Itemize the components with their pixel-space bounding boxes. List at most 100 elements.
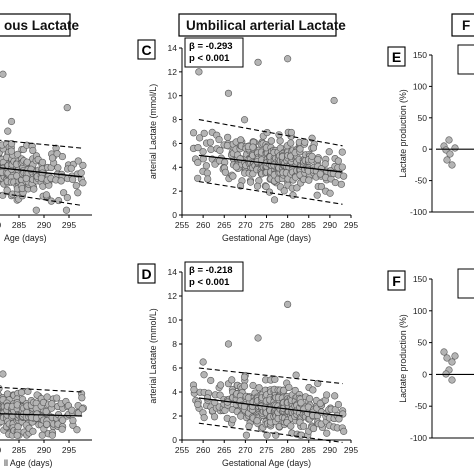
data-point	[249, 143, 257, 151]
panel-F: -100 -50 0 50 100 150 Lactate production (%) F	[387, 268, 474, 443]
data-point	[3, 186, 11, 194]
x-axis-label: Gestational Age (days)	[222, 233, 311, 243]
stats-line: p < 0.001	[189, 53, 230, 64]
data-point	[270, 196, 279, 204]
data-point	[308, 152, 316, 160]
data-point	[32, 206, 40, 214]
data-point	[73, 426, 81, 434]
data-point	[216, 146, 224, 155]
y-tick-label: 8	[172, 115, 177, 125]
data-point	[301, 138, 309, 146]
header-left-text: ous Lactate	[4, 18, 80, 33]
y-tick-label: 150	[413, 274, 427, 284]
y-tick-label: 2	[172, 411, 177, 421]
data-point	[72, 182, 80, 190]
panel-letter-text: C	[141, 42, 151, 58]
data-point	[240, 382, 249, 390]
data-point	[48, 400, 56, 408]
data-point	[299, 422, 308, 430]
y-tick-label: 50	[418, 113, 428, 123]
data-point	[78, 405, 86, 413]
data-point	[287, 422, 295, 430]
data-point	[309, 424, 318, 433]
data-point	[267, 137, 275, 145]
x-tick-label: 290	[323, 445, 337, 455]
data-point	[207, 376, 215, 385]
data-point	[229, 172, 237, 180]
data-point	[67, 164, 75, 172]
data-point	[240, 373, 249, 381]
data-point	[265, 188, 274, 196]
outlier-point	[254, 334, 262, 342]
data-point	[58, 425, 66, 433]
prediction-band-upper	[198, 367, 343, 385]
data-point	[203, 394, 212, 402]
data-point	[287, 128, 295, 137]
data-point	[53, 394, 61, 402]
data-point	[321, 160, 329, 168]
x-tick-label: 295	[62, 445, 76, 455]
data-point	[200, 414, 208, 422]
data-point	[200, 371, 208, 379]
data-point	[287, 139, 295, 147]
x-axis-label: Gestational Age (days)	[222, 458, 311, 468]
data-point	[194, 400, 202, 409]
data-point	[38, 431, 46, 439]
data-point	[223, 141, 231, 150]
panel-A: 280 285 290 295 Age (days)	[0, 70, 92, 243]
data-point	[7, 117, 16, 126]
y-tick-label: 4	[172, 387, 177, 397]
data-point	[13, 431, 21, 439]
data-point	[217, 381, 225, 389]
stats-line: β = -0.218	[189, 265, 233, 276]
data-point	[62, 206, 71, 214]
data-point	[316, 170, 324, 178]
data-point	[42, 191, 51, 199]
prediction-band-upper	[0, 386, 83, 393]
x-tick-label: 280	[281, 445, 295, 455]
data-point	[63, 193, 71, 202]
data-point	[48, 431, 56, 439]
data-point	[206, 138, 215, 146]
x-tick-label: 280	[0, 445, 1, 455]
header-middle-text: Umbilical arterial Lactate	[186, 18, 346, 33]
x-axis-label: Age (days)	[4, 233, 47, 243]
data-point	[314, 379, 322, 388]
y-tick-label: 2	[172, 186, 177, 196]
y-tick-label: -50	[415, 176, 428, 186]
data-point	[337, 180, 345, 188]
data-point	[316, 399, 324, 408]
data-point	[309, 386, 317, 394]
y-tick-label: 0	[422, 144, 427, 154]
data-point	[194, 143, 202, 152]
y-tick-label: 12	[168, 291, 178, 301]
outlier-point	[199, 358, 207, 366]
data-point	[242, 431, 251, 439]
data-point	[74, 189, 82, 197]
panel-B: 280 285 290 295 ll Age (days)	[0, 370, 92, 468]
y-tick-label: 4	[172, 162, 177, 172]
data-point	[207, 145, 215, 154]
panel-E: -100 -50 0 50 100 150 Lactate production (%) E	[387, 44, 474, 217]
y-tick-label: 14	[168, 267, 178, 277]
data-point	[340, 427, 348, 435]
data-point	[445, 136, 453, 144]
data-point	[325, 148, 333, 156]
y-tick-label: 150	[413, 50, 427, 60]
header-right-text: F	[462, 18, 470, 33]
x-tick-label: 270	[238, 220, 252, 230]
y-tick-label: 12	[168, 67, 178, 77]
data-point	[280, 187, 288, 195]
y-tick-label: 10	[168, 315, 178, 325]
x-tick-label: 285	[302, 445, 316, 455]
stats-box-partial	[457, 44, 474, 75]
data-point	[323, 429, 331, 437]
panel-letter-C: C	[137, 39, 156, 60]
data-point	[276, 137, 284, 145]
data-point	[314, 155, 322, 164]
data-point	[263, 431, 271, 439]
data-point	[292, 371, 300, 379]
data-point	[24, 387, 32, 395]
prediction-band-upper	[198, 119, 343, 147]
